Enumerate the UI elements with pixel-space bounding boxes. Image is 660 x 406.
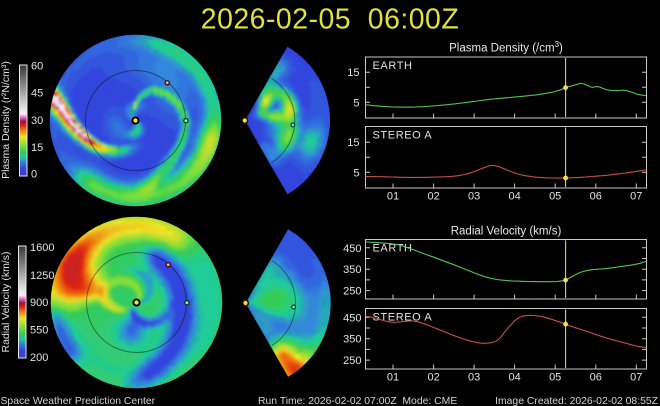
- svg-text:STEREO A: STEREO A: [373, 130, 433, 142]
- svg-text:30: 30: [31, 115, 43, 127]
- svg-text:06: 06: [590, 372, 602, 384]
- svg-text:5: 5: [353, 167, 359, 179]
- svg-text:350: 350: [343, 264, 361, 276]
- svg-text:1250: 1250: [30, 270, 54, 282]
- svg-text:250: 250: [343, 355, 361, 367]
- svg-text:05: 05: [549, 372, 561, 384]
- svg-text:01: 01: [387, 191, 399, 203]
- svg-text:03: 03: [468, 372, 480, 384]
- svg-text:03: 03: [468, 191, 480, 203]
- svg-text:250: 250: [343, 286, 361, 298]
- svg-text:01: 01: [387, 372, 399, 384]
- svg-text:200: 200: [30, 352, 48, 364]
- svg-text:1600: 1600: [30, 242, 54, 254]
- svg-text:Space Weather Prediction Cente: Space Weather Prediction Center: [1, 396, 156, 406]
- svg-text:07: 07: [630, 191, 642, 203]
- svg-text:06: 06: [590, 191, 602, 203]
- svg-text:02: 02: [427, 372, 439, 384]
- svg-text:EARTH: EARTH: [373, 60, 413, 72]
- svg-text:04: 04: [508, 191, 520, 203]
- svg-text:02: 02: [427, 191, 439, 203]
- svg-text:2026-02-05 06:00Z: 2026-02-05 06:00Z: [201, 3, 459, 35]
- svg-text:0: 0: [31, 169, 37, 181]
- svg-text:15: 15: [347, 67, 359, 79]
- svg-text:05: 05: [549, 191, 561, 203]
- svg-text:15: 15: [347, 137, 359, 149]
- svg-text:45: 45: [31, 88, 43, 100]
- svg-text:550: 550: [30, 325, 48, 337]
- svg-text:Plasma Density (/cm3): Plasma Density (/cm3): [449, 40, 563, 55]
- svg-text:15: 15: [31, 142, 43, 154]
- svg-text:450: 450: [343, 312, 361, 324]
- svg-text:Radial Velocity (km/s): Radial Velocity (km/s): [451, 226, 562, 238]
- svg-text:350: 350: [343, 334, 361, 346]
- svg-text:450: 450: [343, 243, 361, 255]
- svg-text:Image Created: 2026-02-02 08:5: Image Created: 2026-02-02 08:55Z: [495, 396, 659, 406]
- svg-text:Plasma Density (r²N/cm³): Plasma Density (r²N/cm³): [0, 61, 12, 179]
- svg-text:900: 900: [30, 297, 48, 309]
- svg-text:5: 5: [353, 97, 359, 109]
- svg-text:07: 07: [630, 372, 642, 384]
- svg-text:Radial Velocity (km/s): Radial Velocity (km/s): [0, 252, 12, 353]
- svg-text:04: 04: [508, 372, 520, 384]
- svg-text:Run Time: 2026-02-02 07:00Z M: Run Time: 2026-02-02 07:00Z Mode: CME: [258, 396, 457, 406]
- svg-text:60: 60: [31, 61, 43, 73]
- svg-text:STEREO A: STEREO A: [373, 312, 433, 324]
